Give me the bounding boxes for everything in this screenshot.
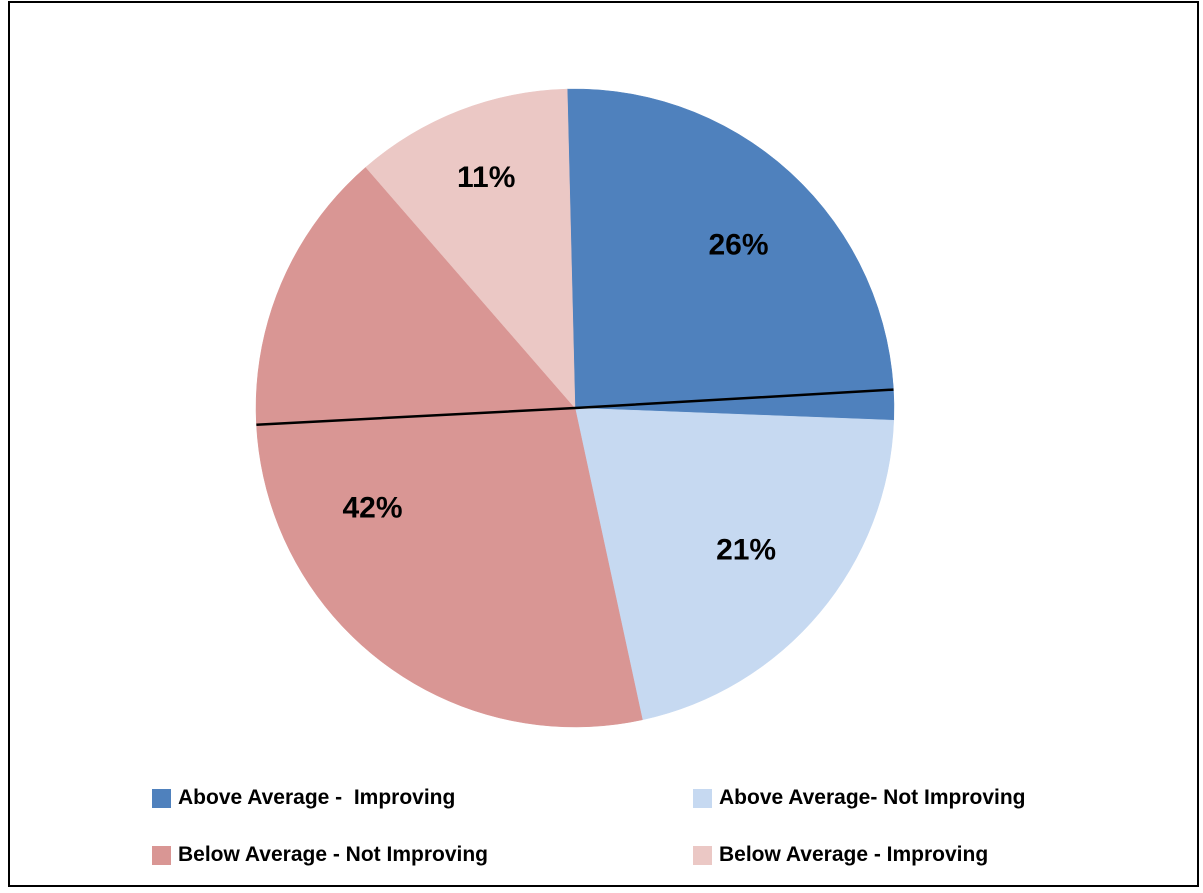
pie-slice-above-average-improving [566,88,895,421]
legend-label: Below Average - Not Improving [178,843,488,866]
legend-swatch [693,845,712,865]
data-label: 11% [457,161,515,194]
data-label: 21% [716,533,776,566]
legend-label: Above Average- Not Improving [719,786,1026,809]
data-label: 26% [708,229,768,262]
pie-chart: 26% 21% 42% 11% [255,88,895,728]
legend-label: Above Average - Improving [178,786,456,809]
legend-item-below-average-not-improving: Below Average - Not Improving [152,841,488,869]
pie-slice-below-average-not-improving [255,166,643,728]
pie-slice-above-average-not-improving [574,407,895,721]
legend-label: Below Average - Improving [719,843,989,866]
legend-swatch [693,788,712,808]
pie-slice-below-average-improving [365,88,576,409]
legend-item-above-average-improving: Above Average - Improving [152,784,455,812]
data-label: 42% [342,491,402,524]
legend-item-below-average-improving: Below Average - Improving [693,841,988,869]
pie-labels: 26% 21% 42% 11% [342,161,776,567]
legend-swatch [152,845,171,865]
legend-swatch [152,788,171,808]
slice-separator-line [256,388,894,426]
pie-slices [255,88,895,728]
legend-item-above-average-not-improving: Above Average- Not Improving [693,784,1026,812]
chart-frame: 26% 21% 42% 11% Above Average - Improving A… [8,1,1199,887]
